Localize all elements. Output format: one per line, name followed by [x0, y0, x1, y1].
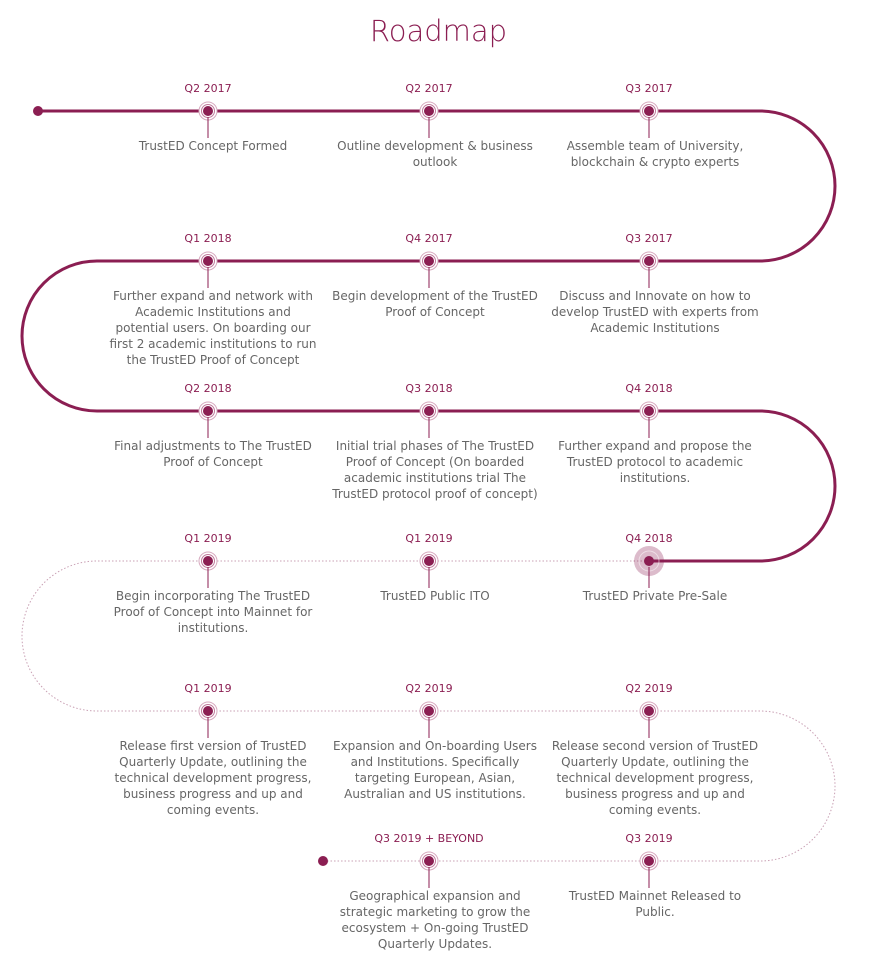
- milestone-description: Further expand and propose the TrustED p…: [558, 439, 752, 485]
- milestone-date: Q3 2019 + BEYOND: [374, 832, 484, 845]
- milestone-date: Q2 2018: [184, 382, 232, 395]
- milestone-date: Q3 2017: [625, 232, 673, 245]
- milestone-description: Release first version of TrustED Quarter…: [114, 739, 312, 817]
- milestone-dot: [203, 406, 213, 416]
- milestone-dot: [644, 856, 654, 866]
- milestone-description: TrustED Public ITO: [380, 589, 490, 603]
- milestone-description: Discuss and Innovate on how to develop T…: [551, 289, 759, 335]
- milestone-dot: [424, 406, 434, 416]
- milestone-description: Initial trial phases of The TrustED Proo…: [332, 439, 538, 501]
- milestone-dot: [644, 256, 654, 266]
- milestone-description: Begin development of the TrustED Proof o…: [332, 289, 538, 319]
- milestone-date: Q3 2017: [625, 82, 673, 95]
- milestone-date: Q1 2019: [405, 532, 453, 545]
- timeline-end-dot: [318, 856, 328, 866]
- milestone-date: Q4 2018: [625, 532, 673, 545]
- milestone-dot: [424, 256, 434, 266]
- milestone-date: Q1 2019: [184, 532, 232, 545]
- milestone-description: TrustED Mainnet Released to Public.: [568, 889, 742, 919]
- milestone-dot: [203, 706, 213, 716]
- timeline-completed-line: [20, 109, 837, 563]
- milestone-dot: [644, 406, 654, 416]
- page-title: Roadmap: [369, 14, 508, 48]
- milestone-dot: [644, 106, 654, 116]
- milestone-date: Q2 2019: [405, 682, 453, 695]
- milestone-dot: [424, 856, 434, 866]
- milestone-dot: [424, 106, 434, 116]
- milestone-date: Q1 2018: [184, 232, 232, 245]
- milestone-description: TrustED Concept Formed: [138, 139, 288, 153]
- milestone-date: Q3 2018: [405, 382, 453, 395]
- timeline-start-dot: [33, 106, 43, 116]
- milestone-date: Q4 2018: [625, 382, 673, 395]
- milestone-dot: [424, 706, 434, 716]
- milestone-dot: [644, 706, 654, 716]
- milestone-dot: [644, 556, 654, 566]
- milestone-description: Release second version of TrustED Quarte…: [551, 739, 759, 817]
- milestone-dot: [203, 256, 213, 266]
- milestone-date: Q1 2019: [184, 682, 232, 695]
- milestone-dot: [424, 556, 434, 566]
- milestone-date: Q3 2019: [625, 832, 673, 845]
- milestone-description: TrustED Private Pre-Sale: [582, 589, 728, 603]
- milestone-description: Assemble team of University, blockchain …: [566, 139, 744, 169]
- milestone-description: Outline development & business outlook: [337, 139, 533, 169]
- milestone-description: Final adjustments to The TrustED Proof o…: [114, 439, 312, 469]
- milestone-description: Geographical expansion and strategic mar…: [339, 889, 531, 951]
- milestone-dot: [203, 556, 213, 566]
- milestone-date: Q4 2017: [405, 232, 453, 245]
- milestone-date: Q2 2019: [625, 682, 673, 695]
- milestone-description: Begin incorporating The TrustED Proof of…: [113, 589, 313, 635]
- milestone-dot: [203, 106, 213, 116]
- milestone-description: Expansion and On-boarding Users and Inst…: [332, 739, 537, 801]
- timeline-future-line: [21, 560, 836, 862]
- milestone-date: Q2 2017: [184, 82, 232, 95]
- milestone-description: Further expand and network with Academic…: [109, 289, 317, 367]
- milestone-date: Q2 2017: [405, 82, 453, 95]
